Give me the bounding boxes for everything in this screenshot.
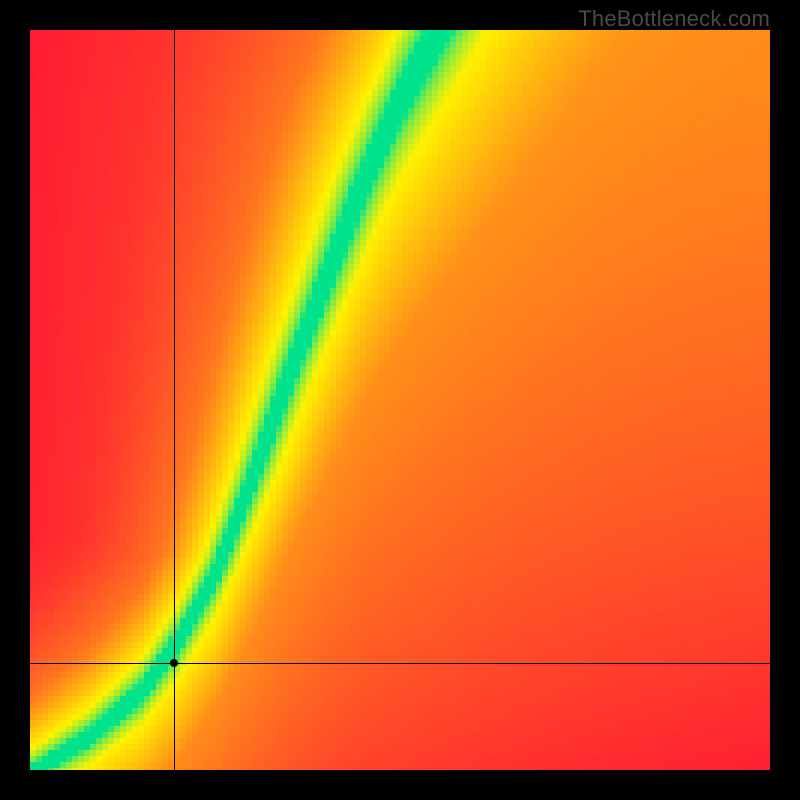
crosshair-horizontal [30,663,770,664]
heatmap-plot [30,30,770,770]
heatmap-canvas [30,30,770,770]
watermark-text: TheBottleneck.com [578,6,770,32]
crosshair-marker-dot [170,659,178,667]
chart-container: TheBottleneck.com [0,0,800,800]
